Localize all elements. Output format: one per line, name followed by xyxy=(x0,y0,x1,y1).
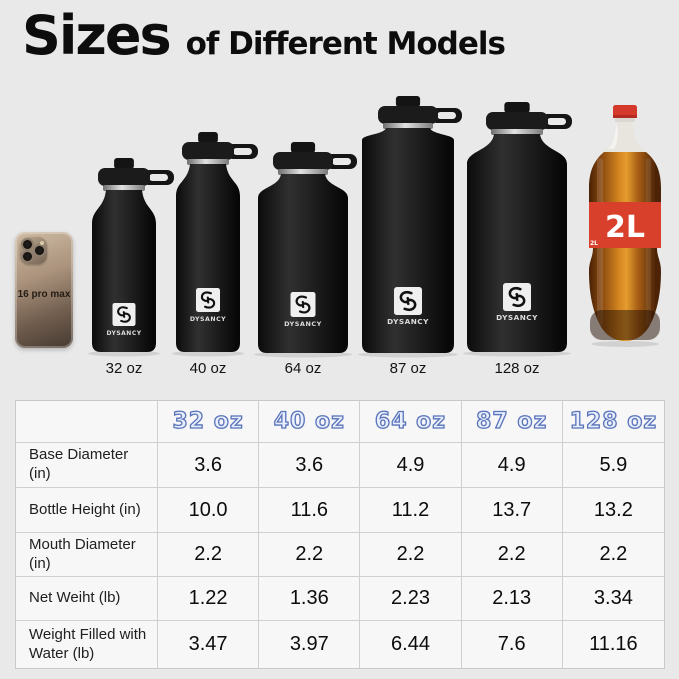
col-header-64oz: 64 oz xyxy=(360,401,462,443)
steel-ring xyxy=(491,129,543,135)
row-label-base-diameter: Base Diameter (in) xyxy=(16,443,158,488)
table-value: 7.6 xyxy=(462,621,563,668)
table-value: 11.2 xyxy=(360,488,462,533)
bottle-lid xyxy=(486,112,548,130)
title-subtitle: of Different Models xyxy=(185,26,506,62)
table-value: 3.6 xyxy=(158,443,260,488)
col-header-87oz: 87 oz xyxy=(461,401,563,443)
bottle-128oz-image: DYSANCY xyxy=(463,102,572,357)
bottle-lid xyxy=(273,152,333,170)
table-value: 2.2 xyxy=(360,533,462,577)
brand-logo-icon xyxy=(503,283,531,311)
brand-wordmark: DYSANCY xyxy=(106,330,141,337)
soda-bottle-2l-image: 2L 2L xyxy=(589,105,661,347)
brand-logo-icon xyxy=(290,292,316,317)
table-corner-cell xyxy=(16,401,158,443)
steel-ring xyxy=(278,169,328,175)
table-value: 6.44 xyxy=(360,621,462,668)
spout-knob xyxy=(395,96,421,107)
spout-knob xyxy=(198,132,218,143)
camera-module xyxy=(20,237,47,264)
table-value: 2.2 xyxy=(461,533,563,577)
steel-ring xyxy=(383,123,433,129)
table-value: 3.6 xyxy=(259,443,361,488)
bottle-caption-32oz: 32 oz xyxy=(105,360,143,377)
table-value: 2.2 xyxy=(158,533,260,577)
iphone-image: 16 pro max xyxy=(15,232,73,348)
spout-knob xyxy=(290,142,316,153)
bottle-body xyxy=(176,164,240,352)
camera-lens-icon xyxy=(33,244,46,257)
phone-model-label: 16 pro max xyxy=(17,289,71,300)
bottle-body xyxy=(467,134,567,352)
bottle-body xyxy=(362,128,454,353)
table-value: 3.97 xyxy=(259,621,361,668)
table-value: 2.2 xyxy=(562,533,664,577)
brand-wordmark: DYSANCY xyxy=(190,316,226,323)
bottle-lid xyxy=(378,106,438,124)
table-value: 1.22 xyxy=(158,577,260,621)
row-label-mouth-diameter: Mouth Diameter (in) xyxy=(16,533,158,577)
table-value: 5.9 xyxy=(562,443,664,488)
steel-ring xyxy=(103,185,145,191)
row-label-bottle-height: Bottle Height (in) xyxy=(16,488,158,533)
steel-ring xyxy=(187,159,229,165)
bottle-lid xyxy=(98,168,150,186)
bottle-caption-64oz: 64 oz xyxy=(284,360,322,377)
table-value: 3.34 xyxy=(562,577,664,621)
soda-label xyxy=(589,202,661,248)
soda-cap xyxy=(613,105,637,118)
camera-flash-icon xyxy=(40,241,44,245)
brand-logo-icon xyxy=(112,303,136,326)
soda-volume-small-text: 2L xyxy=(590,240,598,247)
table-value: 11.16 xyxy=(589,633,638,655)
col-header-128oz: 128 oz xyxy=(562,401,664,443)
table-value: 3.47 xyxy=(158,621,260,668)
row-label-filled-weight: Weight Filled with Water (lb) xyxy=(16,621,158,668)
bottle-40oz-image: DYSANCY xyxy=(172,132,258,357)
bottle-32oz-image: DYSANCY xyxy=(88,158,174,357)
page-title: Sizes of Different Models xyxy=(22,4,506,67)
bottle-lid xyxy=(182,142,234,160)
soda-volume-text: 2L xyxy=(605,210,645,245)
brand-logo-icon xyxy=(394,287,422,315)
bottle-87oz-image: DYSANCY xyxy=(358,96,462,358)
brand-logo-icon xyxy=(196,288,220,312)
table-value: 13.7 xyxy=(461,488,563,533)
table-value: 2.13 xyxy=(461,577,563,621)
table-value: 4.9 xyxy=(461,443,563,488)
table-value: 11.6 xyxy=(259,488,361,533)
bottle-caption-40oz: 40 oz xyxy=(189,360,227,377)
table-value: 1.36 xyxy=(259,577,361,621)
brand-wordmark: DYSANCY xyxy=(387,317,429,326)
col-header-32oz: 32 oz xyxy=(158,401,260,443)
row-label-net-weight: Net Weiht (lb) xyxy=(16,577,158,621)
table-value: 13.2 xyxy=(562,488,664,533)
title-main: Sizes xyxy=(22,4,172,67)
brand-wordmark: DYSANCY xyxy=(284,320,322,328)
bottle-caption-87oz: 87 oz xyxy=(389,360,427,377)
spout-knob xyxy=(114,158,134,169)
size-comparison-table: 32 oz 40 oz 64 oz 87 oz 128 oz Base Diam… xyxy=(15,400,665,669)
table-value: 2.2 xyxy=(259,533,361,577)
bottle-64oz-image: DYSANCY xyxy=(254,142,357,358)
brand-wordmark: DYSANCY xyxy=(496,313,538,322)
col-header-40oz: 40 oz xyxy=(259,401,361,443)
table-value: 4.9 xyxy=(360,443,462,488)
bottle-body xyxy=(92,190,156,352)
bottle-caption-128oz: 128 oz xyxy=(494,360,540,377)
bottle-body xyxy=(258,174,348,353)
camera-lens-icon xyxy=(21,250,34,263)
table-value: 10.0 xyxy=(158,488,260,533)
spout-knob xyxy=(504,102,530,113)
table-value: 2.23 xyxy=(360,577,462,621)
